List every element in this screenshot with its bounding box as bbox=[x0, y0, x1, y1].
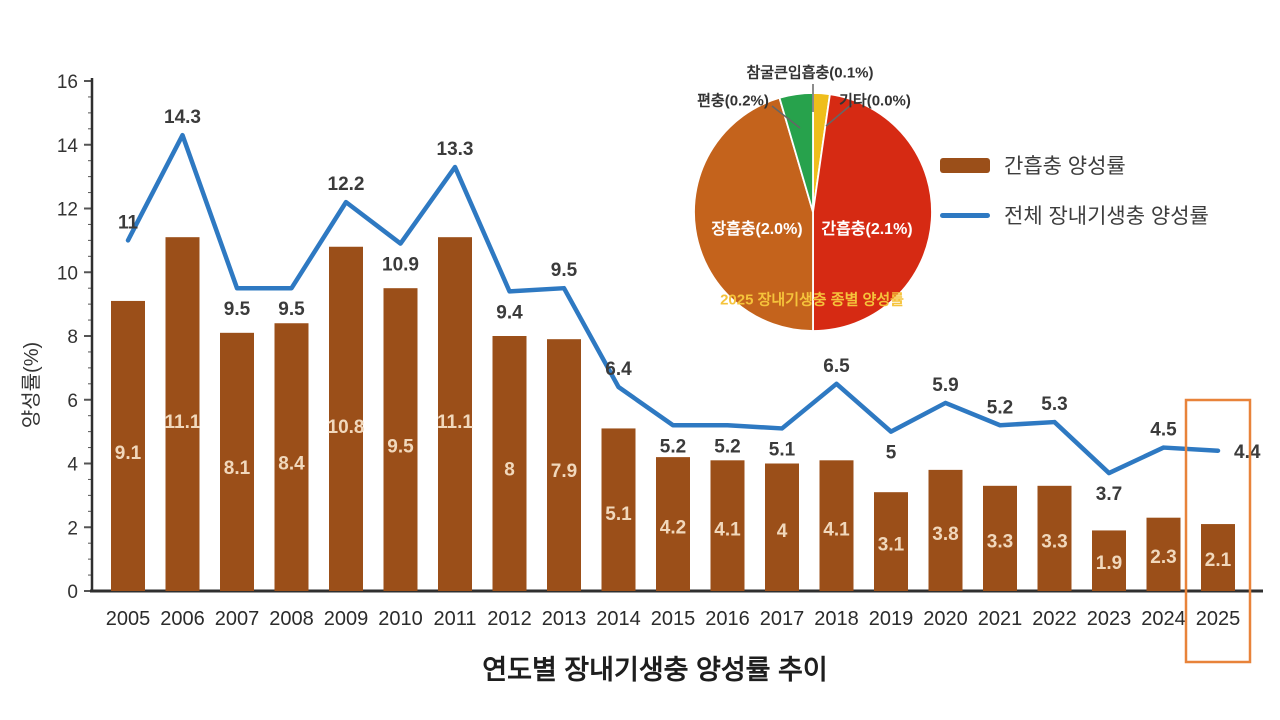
svg-text:8.1: 8.1 bbox=[224, 458, 251, 479]
svg-text:2025: 2025 bbox=[1196, 608, 1241, 630]
pie-title: 2025 장내기생충 종별 양성률 bbox=[720, 291, 904, 309]
svg-text:3.7: 3.7 bbox=[1096, 484, 1122, 505]
svg-text:8: 8 bbox=[504, 460, 515, 481]
svg-text:4.4: 4.4 bbox=[1234, 442, 1261, 463]
pie-callout-right: 기타(0.0%) bbox=[839, 92, 911, 110]
svg-text:9.5: 9.5 bbox=[278, 299, 305, 320]
svg-text:2018: 2018 bbox=[814, 608, 859, 630]
svg-text:12.2: 12.2 bbox=[328, 174, 365, 195]
pie-slice bbox=[812, 93, 933, 332]
callout-line bbox=[825, 103, 853, 127]
svg-text:10.8: 10.8 bbox=[328, 417, 365, 438]
pie-inside-label-left: 장흡충(2.0%) bbox=[711, 221, 803, 238]
pie-callout-top: 참굴큰입흡충(0.1%) bbox=[746, 64, 874, 82]
svg-text:3.1: 3.1 bbox=[878, 535, 905, 556]
legend-item-line: 전체 장내기생충 양성률 bbox=[940, 200, 1209, 230]
svg-text:9.5: 9.5 bbox=[387, 437, 414, 458]
svg-text:5.3: 5.3 bbox=[1041, 394, 1067, 415]
svg-text:2010: 2010 bbox=[378, 608, 423, 630]
svg-text:4.1: 4.1 bbox=[823, 519, 850, 540]
svg-text:9.5: 9.5 bbox=[224, 299, 251, 320]
svg-text:2.3: 2.3 bbox=[1150, 547, 1176, 568]
callout-line bbox=[771, 105, 801, 129]
svg-text:7.9: 7.9 bbox=[551, 461, 577, 482]
svg-text:4: 4 bbox=[777, 521, 788, 542]
legend-item-bar: 간흡충 양성률 bbox=[940, 150, 1209, 180]
svg-text:6.4: 6.4 bbox=[605, 359, 632, 380]
svg-text:11.1: 11.1 bbox=[165, 412, 201, 433]
chart-title: 연도별 장내기생충 양성률 추이 bbox=[482, 655, 828, 685]
svg-text:5.9: 5.9 bbox=[932, 375, 958, 396]
svg-text:2017: 2017 bbox=[760, 608, 805, 630]
svg-text:양성률(%): 양성률(%) bbox=[20, 342, 43, 428]
svg-text:2005: 2005 bbox=[106, 608, 151, 630]
svg-text:13.3: 13.3 bbox=[437, 139, 474, 160]
svg-text:2016: 2016 bbox=[705, 608, 750, 630]
svg-text:2009: 2009 bbox=[324, 608, 369, 630]
svg-text:9.5: 9.5 bbox=[551, 260, 578, 281]
svg-text:2014: 2014 bbox=[596, 608, 641, 630]
svg-text:2024: 2024 bbox=[1141, 608, 1186, 630]
svg-text:4: 4 bbox=[67, 455, 78, 476]
svg-text:11.1: 11.1 bbox=[437, 412, 473, 433]
svg-text:2020: 2020 bbox=[923, 608, 968, 630]
svg-text:6.5: 6.5 bbox=[823, 356, 850, 377]
svg-text:8: 8 bbox=[67, 327, 78, 348]
svg-text:10: 10 bbox=[57, 263, 78, 284]
svg-text:2008: 2008 bbox=[269, 608, 314, 630]
pie-chart: 참굴큰입흡충(0.1%) 편충(0.2%) 기타(0.0%) 장흡충(2.0%)… bbox=[663, 62, 963, 362]
svg-text:2012: 2012 bbox=[487, 608, 532, 630]
svg-text:8.4: 8.4 bbox=[278, 453, 305, 474]
svg-text:9.1: 9.1 bbox=[115, 443, 142, 464]
svg-text:9.4: 9.4 bbox=[496, 302, 523, 323]
svg-text:5.2: 5.2 bbox=[714, 436, 740, 457]
svg-text:2: 2 bbox=[67, 518, 78, 539]
svg-text:14.3: 14.3 bbox=[164, 107, 201, 128]
svg-text:2015: 2015 bbox=[651, 608, 696, 630]
svg-text:12: 12 bbox=[57, 200, 78, 221]
svg-text:16: 16 bbox=[57, 72, 78, 93]
svg-text:14: 14 bbox=[57, 136, 79, 157]
svg-text:11: 11 bbox=[118, 212, 139, 233]
legend-label-line: 전체 장내기생충 양성률 bbox=[1004, 205, 1209, 228]
svg-text:3.3: 3.3 bbox=[987, 532, 1013, 553]
svg-text:5.1: 5.1 bbox=[769, 439, 796, 460]
pie-inside-label-right: 간흡충(2.1%) bbox=[821, 221, 913, 238]
svg-text:0: 0 bbox=[67, 582, 78, 603]
svg-text:2022: 2022 bbox=[1032, 608, 1077, 630]
svg-text:4.2: 4.2 bbox=[660, 518, 686, 539]
legend-label-bar: 간흡충 양성률 bbox=[1004, 155, 1126, 178]
pie-slices bbox=[693, 84, 933, 332]
svg-text:2013: 2013 bbox=[542, 608, 587, 630]
svg-text:2019: 2019 bbox=[869, 608, 914, 630]
chart-legend: 간흡충 양성률 전체 장내기생충 양성률 bbox=[940, 150, 1209, 230]
svg-text:10.9: 10.9 bbox=[382, 255, 419, 276]
svg-text:2007: 2007 bbox=[215, 608, 260, 630]
svg-text:2021: 2021 bbox=[978, 608, 1023, 630]
svg-text:2023: 2023 bbox=[1087, 608, 1132, 630]
svg-text:5.2: 5.2 bbox=[660, 436, 686, 457]
svg-text:2006: 2006 bbox=[160, 608, 205, 630]
svg-text:1.9: 1.9 bbox=[1096, 553, 1122, 574]
svg-text:4.1: 4.1 bbox=[714, 519, 741, 540]
svg-text:4.5: 4.5 bbox=[1150, 420, 1177, 441]
svg-text:5.1: 5.1 bbox=[605, 504, 632, 525]
svg-text:5: 5 bbox=[886, 443, 897, 464]
svg-text:3.8: 3.8 bbox=[932, 524, 958, 545]
pie-callout-left: 편충(0.2%) bbox=[697, 92, 769, 110]
bar-series-swatch bbox=[940, 157, 990, 173]
line-series-swatch bbox=[940, 212, 990, 218]
svg-text:6: 6 bbox=[67, 391, 78, 412]
pie-slice bbox=[693, 96, 814, 332]
svg-text:3.3: 3.3 bbox=[1041, 532, 1067, 553]
svg-text:2011: 2011 bbox=[433, 608, 476, 630]
svg-text:5.2: 5.2 bbox=[987, 397, 1013, 418]
svg-text:2.1: 2.1 bbox=[1205, 550, 1232, 571]
